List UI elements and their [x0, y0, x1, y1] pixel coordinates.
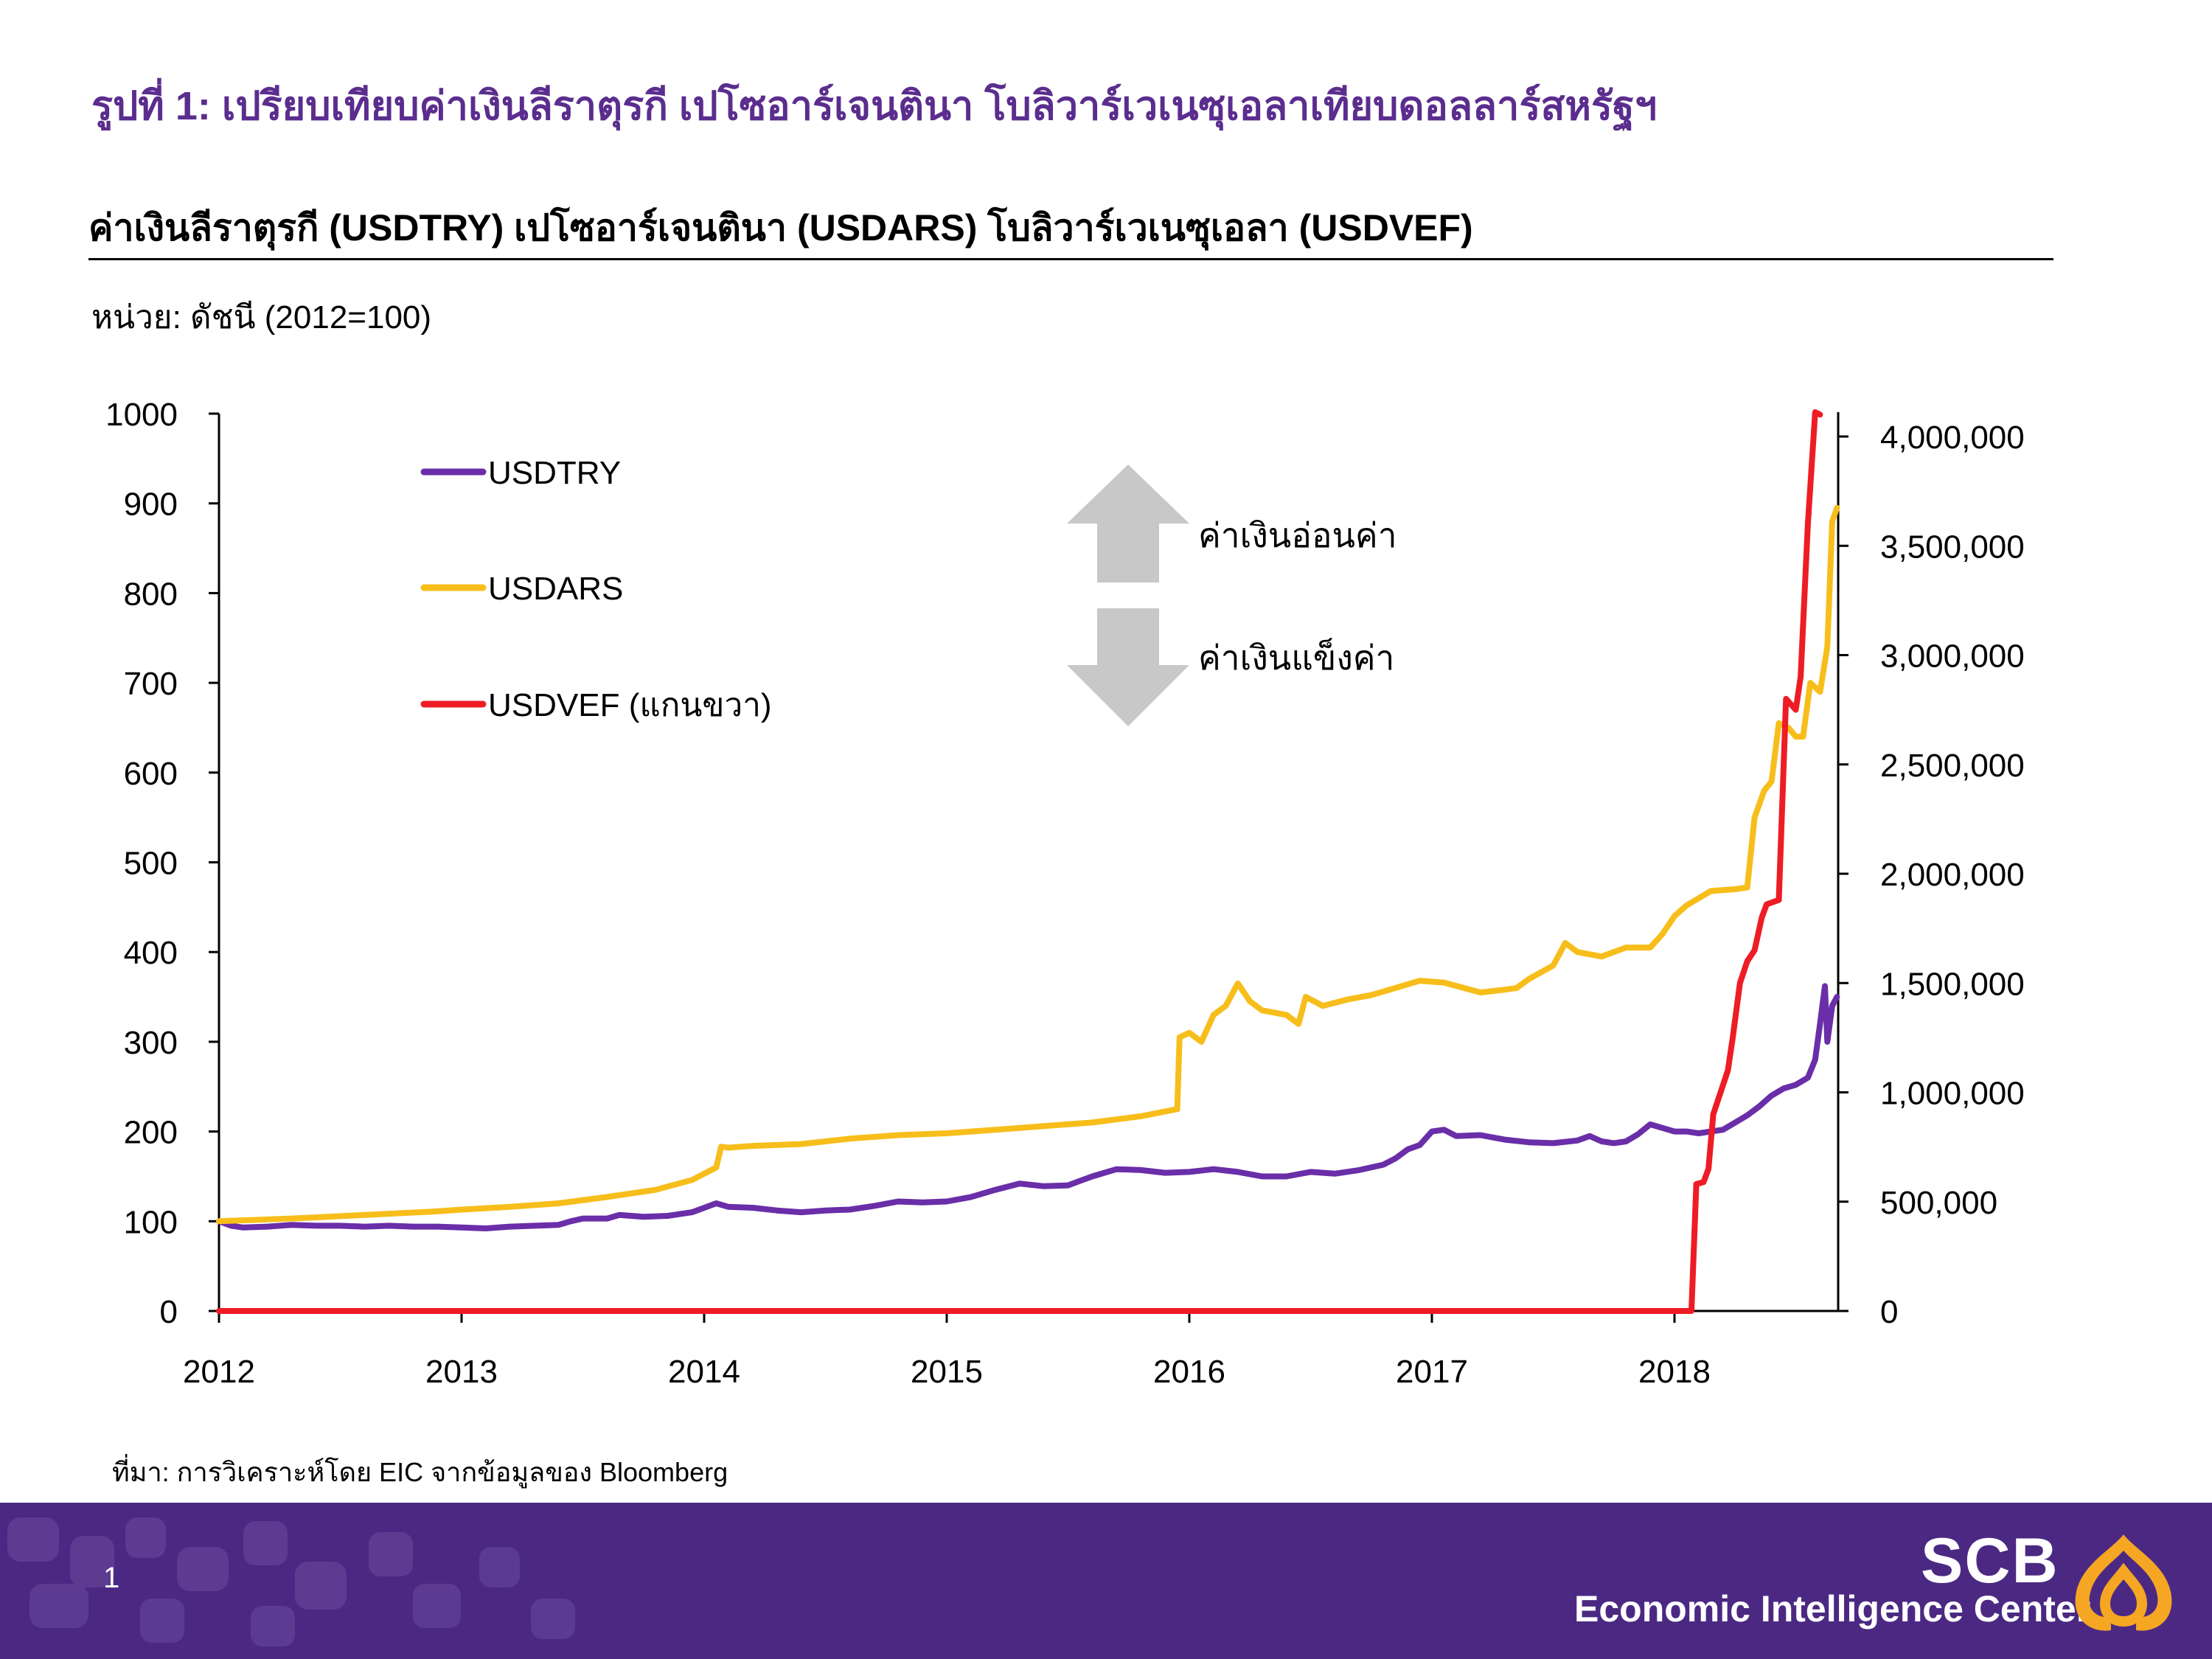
series-line-usdvef: [216, 409, 1823, 1314]
right-axis-tick-label: 3,000,000: [1880, 639, 2025, 675]
left-axis-tick-label: 900: [124, 487, 178, 523]
brand-subtitle: Economic Intelligence Center: [1574, 1588, 2091, 1630]
left-axis-tick-label: 1000: [105, 397, 178, 433]
left-axis-tick-label: 100: [124, 1204, 178, 1240]
footer-decorative-pattern: [7, 1517, 575, 1646]
x-axis-tick-label: 2016: [1153, 1354, 1225, 1390]
left-axis-tick-label: 500: [124, 846, 178, 882]
page-number: 1: [103, 1562, 120, 1594]
right-axis-tick-label: 3,500,000: [1880, 529, 2025, 565]
title-divider: [88, 258, 2053, 260]
chart-series: [216, 409, 1840, 1314]
direction-annotations: ค่าเงินอ่อนค่า ค่าเงินแข็งค่า: [1067, 465, 1397, 726]
left-axis-tick-label: 800: [124, 576, 178, 612]
figure-title: รูปที่ 1: เปรียบเทียบค่าเงินลีราตุรกี เป…: [91, 84, 1658, 128]
legend-label: USDVEF (แกนขวา): [488, 687, 772, 723]
x-axis-tick-label: 2014: [668, 1354, 740, 1390]
right-axis-tick-label: 4,000,000: [1880, 420, 2025, 456]
x-axis-tick-label: 2013: [425, 1354, 498, 1390]
left-axis-tick-label: 0: [160, 1294, 178, 1330]
source-note: ที่มา: การวิเคราะห์โดย EIC จากข้อมูลของ …: [112, 1457, 728, 1487]
right-axis-tick-label: 1,500,000: [1880, 966, 2025, 1002]
line-chart: 0 100 200 300 400 500 600 700 800 900 1000 0 500,000…: [105, 397, 2025, 1390]
brand-name: SCB: [1921, 1526, 2059, 1596]
series-line-usdtry: [216, 983, 1840, 1231]
right-axis-tick-label: 500,000: [1880, 1185, 1997, 1221]
chart-legend: USDTRY USDARS USDVEF (แกนขวา): [420, 455, 772, 723]
down-arrow-label: ค่าเงินแข็งค่า: [1198, 638, 1394, 677]
right-axis-tick-label: 2,000,000: [1880, 857, 2025, 893]
chart-axes: 0 100 200 300 400 500 600 700 800 900 1000 0 500,000…: [105, 397, 2025, 1390]
left-axis-tick-label: 400: [124, 935, 178, 971]
right-axis-tick-label: 0: [1880, 1294, 1898, 1330]
up-arrow-label: ค่าเงินอ่อนค่า: [1198, 516, 1397, 554]
series-line-usdars: [216, 504, 1840, 1225]
x-axis-tick-label: 2018: [1638, 1354, 1711, 1390]
unit-label: หน่วย: ดัชนี (2012=100): [91, 299, 432, 335]
legend-label: USDARS: [488, 571, 623, 607]
chart-title: ค่าเงินลีราตุรกี (USDTRY) เปโซอาร์เจนติน…: [88, 207, 1473, 248]
left-axis-tick-label: 300: [124, 1025, 178, 1061]
right-axis-tick-label: 2,500,000: [1880, 748, 2025, 784]
right-axis-tick-label: 1,000,000: [1880, 1076, 2025, 1112]
left-axis-tick-label: 200: [124, 1115, 178, 1151]
footer-bar: 1 SCB Economic Intelligence Center: [0, 1503, 2212, 1659]
left-axis-tick-label: 700: [124, 666, 178, 702]
x-axis-tick-label: 2017: [1396, 1354, 1468, 1390]
scb-lotus-logo-icon: [2075, 1534, 2172, 1631]
left-axis-tick-label: 600: [124, 756, 178, 792]
x-axis-tick-label: 2015: [911, 1354, 983, 1390]
down-arrow-icon: [1067, 608, 1189, 726]
x-axis-tick-label: 2012: [183, 1354, 255, 1390]
legend-label: USDTRY: [488, 455, 621, 491]
up-arrow-icon: [1067, 465, 1189, 582]
